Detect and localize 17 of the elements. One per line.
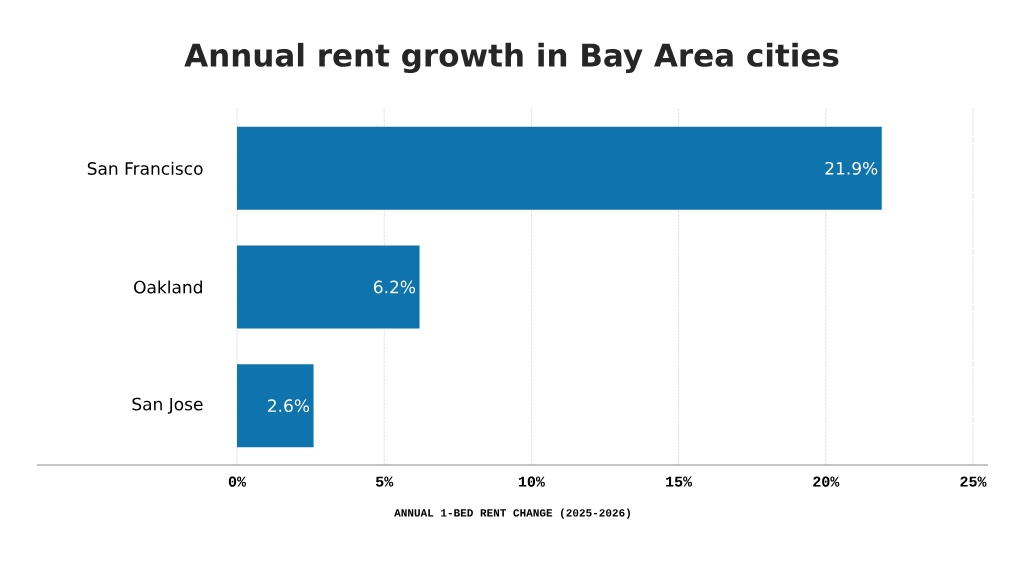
bar	[237, 245, 420, 329]
y-tick-label: Oakland	[134, 280, 202, 294]
x-tick-label: 20%	[813, 476, 840, 487]
x-tick-label: 10%	[518, 476, 545, 487]
data-label: 6.2%	[374, 280, 416, 294]
x-tick-label: 25%	[960, 476, 987, 487]
data-label: 2.6%	[268, 399, 310, 413]
chart-title: Annual rent growth in Bay Area cities	[184, 42, 839, 74]
data-label: 21.9%	[825, 161, 878, 175]
x-tick-label: 0%	[228, 476, 247, 487]
x-axis-title: ANNUAL 1-BED RENT CHANGE (2025-2026)	[394, 508, 630, 519]
x-tick-label: 15%	[666, 476, 693, 487]
y-tick-label: San Jose	[132, 397, 203, 414]
x-tick-label: 5%	[375, 476, 394, 487]
y-tick-label: San Francisco	[87, 161, 203, 175]
bar	[237, 364, 314, 448]
bar	[237, 126, 882, 210]
